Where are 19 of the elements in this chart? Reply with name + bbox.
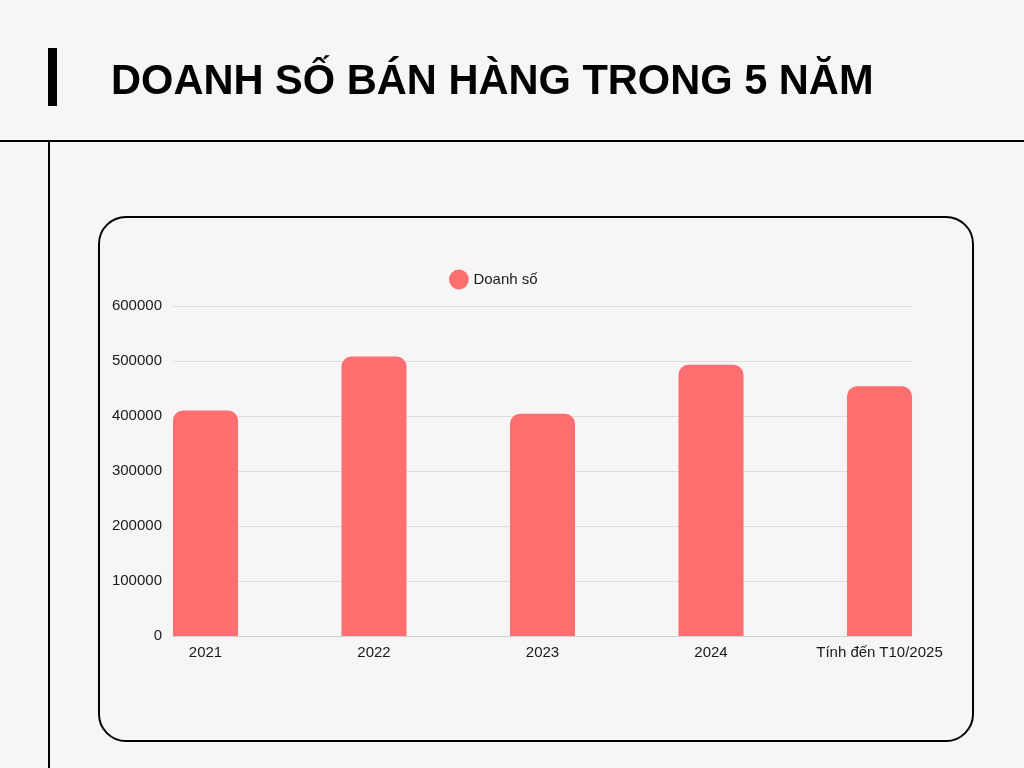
bar xyxy=(172,410,239,636)
x-tick-label: 2023 xyxy=(525,643,560,661)
bar xyxy=(678,364,744,636)
legend-label: Doanh số xyxy=(473,269,539,287)
x-tick-label: 2021 xyxy=(188,643,223,661)
x-tick-label: Tính đến T10/2025 xyxy=(816,643,943,661)
y-tick-label: 100000 xyxy=(111,571,162,589)
y-tick-label: 200000 xyxy=(111,516,162,534)
y-tick-label: 400000 xyxy=(111,406,162,424)
chart-title: DOANH SỐ BÁN HÀNG TRONG 5 NĂM xyxy=(111,54,874,105)
y-tick-label: 0 xyxy=(153,626,162,644)
bar xyxy=(846,386,913,636)
x-tick-label: 2024 xyxy=(694,643,728,661)
y-tick-label: 500000 xyxy=(111,351,162,369)
x-tick-label: 2022 xyxy=(357,643,391,661)
y-tick-label: 300000 xyxy=(111,461,162,479)
bar xyxy=(341,356,407,636)
bar xyxy=(509,413,576,636)
y-tick-label: 600000 xyxy=(111,296,162,314)
